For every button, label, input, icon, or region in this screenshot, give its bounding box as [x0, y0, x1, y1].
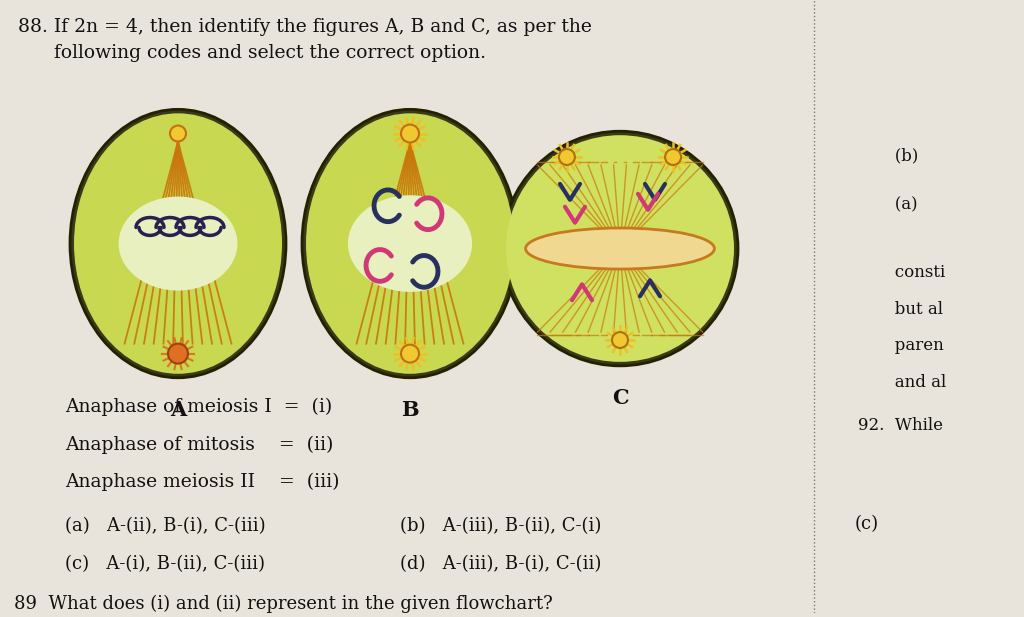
Ellipse shape [119, 197, 238, 291]
Text: Anaphase of mitosis    =  (ii): Anaphase of mitosis = (ii) [65, 436, 334, 453]
Text: 92.  While: 92. While [858, 417, 943, 434]
Text: Anaphase meiosis II    =  (iii): Anaphase meiosis II = (iii) [65, 473, 340, 492]
Text: and al: and al [858, 374, 946, 391]
Text: 88. If 2n = 4, then identify the figures A, B and C, as per the: 88. If 2n = 4, then identify the figures… [18, 18, 592, 36]
Ellipse shape [74, 114, 282, 374]
Text: A: A [170, 400, 186, 420]
Circle shape [401, 125, 419, 143]
Text: but al: but al [858, 300, 943, 318]
Text: (b)   A-(iii), B-(ii), C-(i): (b) A-(iii), B-(ii), C-(i) [400, 517, 601, 535]
Circle shape [170, 125, 186, 141]
Text: (c): (c) [855, 515, 880, 533]
Text: consti: consti [858, 263, 945, 281]
Ellipse shape [306, 114, 514, 374]
Ellipse shape [302, 109, 518, 378]
Circle shape [666, 149, 681, 165]
Text: (a)   A-(ii), B-(i), C-(iii): (a) A-(ii), B-(i), C-(iii) [65, 517, 265, 535]
Text: B: B [401, 400, 419, 420]
Text: paren: paren [858, 337, 944, 354]
Text: C: C [611, 387, 629, 408]
Text: (d)   A-(iii), B-(i), C-(ii): (d) A-(iii), B-(i), C-(ii) [400, 555, 601, 573]
Ellipse shape [525, 228, 715, 269]
Text: Anaphase of meiosis I  =  (i): Anaphase of meiosis I = (i) [65, 397, 332, 416]
Circle shape [168, 344, 188, 363]
Circle shape [559, 149, 574, 165]
Circle shape [401, 345, 419, 363]
Ellipse shape [502, 131, 738, 366]
Text: (a): (a) [858, 196, 918, 213]
Text: (c)   A-(i), B-(ii), C-(iii): (c) A-(i), B-(ii), C-(iii) [65, 555, 265, 573]
Ellipse shape [70, 109, 286, 378]
Circle shape [612, 332, 628, 348]
Ellipse shape [348, 195, 472, 292]
Text: following codes and select the correct option.: following codes and select the correct o… [18, 44, 486, 62]
Text: (b): (b) [858, 147, 919, 164]
Ellipse shape [506, 135, 734, 362]
Text: 89  What does (i) and (ii) represent in the given flowchart?: 89 What does (i) and (ii) represent in t… [14, 595, 553, 613]
